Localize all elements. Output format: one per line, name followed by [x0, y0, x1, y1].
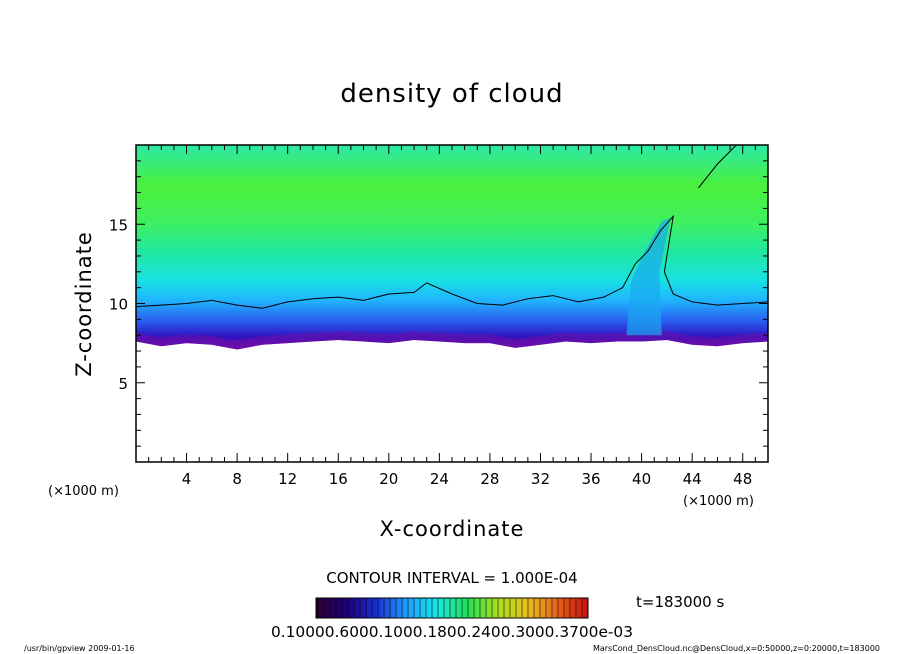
y-tick-label: 10 — [109, 296, 128, 314]
x-tick-label: 24 — [430, 470, 449, 488]
plot-area — [136, 145, 768, 350]
x-tick-label: 8 — [232, 470, 242, 488]
x-tick-label: 16 — [329, 470, 348, 488]
cloud-top-contour — [136, 214, 768, 309]
y-unit-label: (×1000 m) — [48, 484, 119, 499]
colorbar-stripes — [317, 599, 583, 617]
y-tick-label: 15 — [109, 216, 128, 234]
footer-left: /usr/bin/gpview 2009-01-16 — [24, 644, 135, 653]
x-tick-label: 40 — [632, 470, 651, 488]
x-tick-label: 32 — [531, 470, 550, 488]
chart-title: density of cloud — [340, 79, 563, 109]
x-unit-label: (×1000 m) — [683, 494, 754, 509]
upper-contour — [698, 145, 737, 189]
cloud-base-band — [136, 331, 768, 350]
x-tick-label: 48 — [733, 470, 752, 488]
x-axis-label: X-coordinate — [380, 517, 525, 541]
x-tick-label: 20 — [379, 470, 398, 488]
colorbar — [315, 597, 589, 619]
x-tick-label: 28 — [480, 470, 499, 488]
y-tick-labels: 5 10 15 — [109, 216, 128, 393]
time-label: t=183000 s — [636, 593, 724, 611]
x-tick-label: 12 — [278, 470, 297, 488]
y-tick-label: 5 — [118, 375, 128, 393]
contour-interval-label: CONTOUR INTERVAL = 1.000E-04 — [326, 569, 577, 587]
cloud-field — [136, 145, 768, 350]
x-tick-labels: 4 8 12 16 20 24 28 32 36 40 44 48 — [182, 470, 752, 488]
y-axis-label: Z-coordinate — [72, 231, 96, 377]
rising-plume — [626, 217, 671, 336]
colorbar-tick-labels: 0.10000.6000.1000.1800.2400.3000.3700e-0… — [271, 623, 633, 641]
footer-right: MarsCond_DensCloud.nc@DensCloud,x=0:5000… — [593, 644, 880, 653]
axis-ticks — [136, 145, 768, 462]
x-tick-label: 44 — [683, 470, 702, 488]
x-tick-label: 4 — [182, 470, 192, 488]
x-tick-label: 36 — [581, 470, 600, 488]
